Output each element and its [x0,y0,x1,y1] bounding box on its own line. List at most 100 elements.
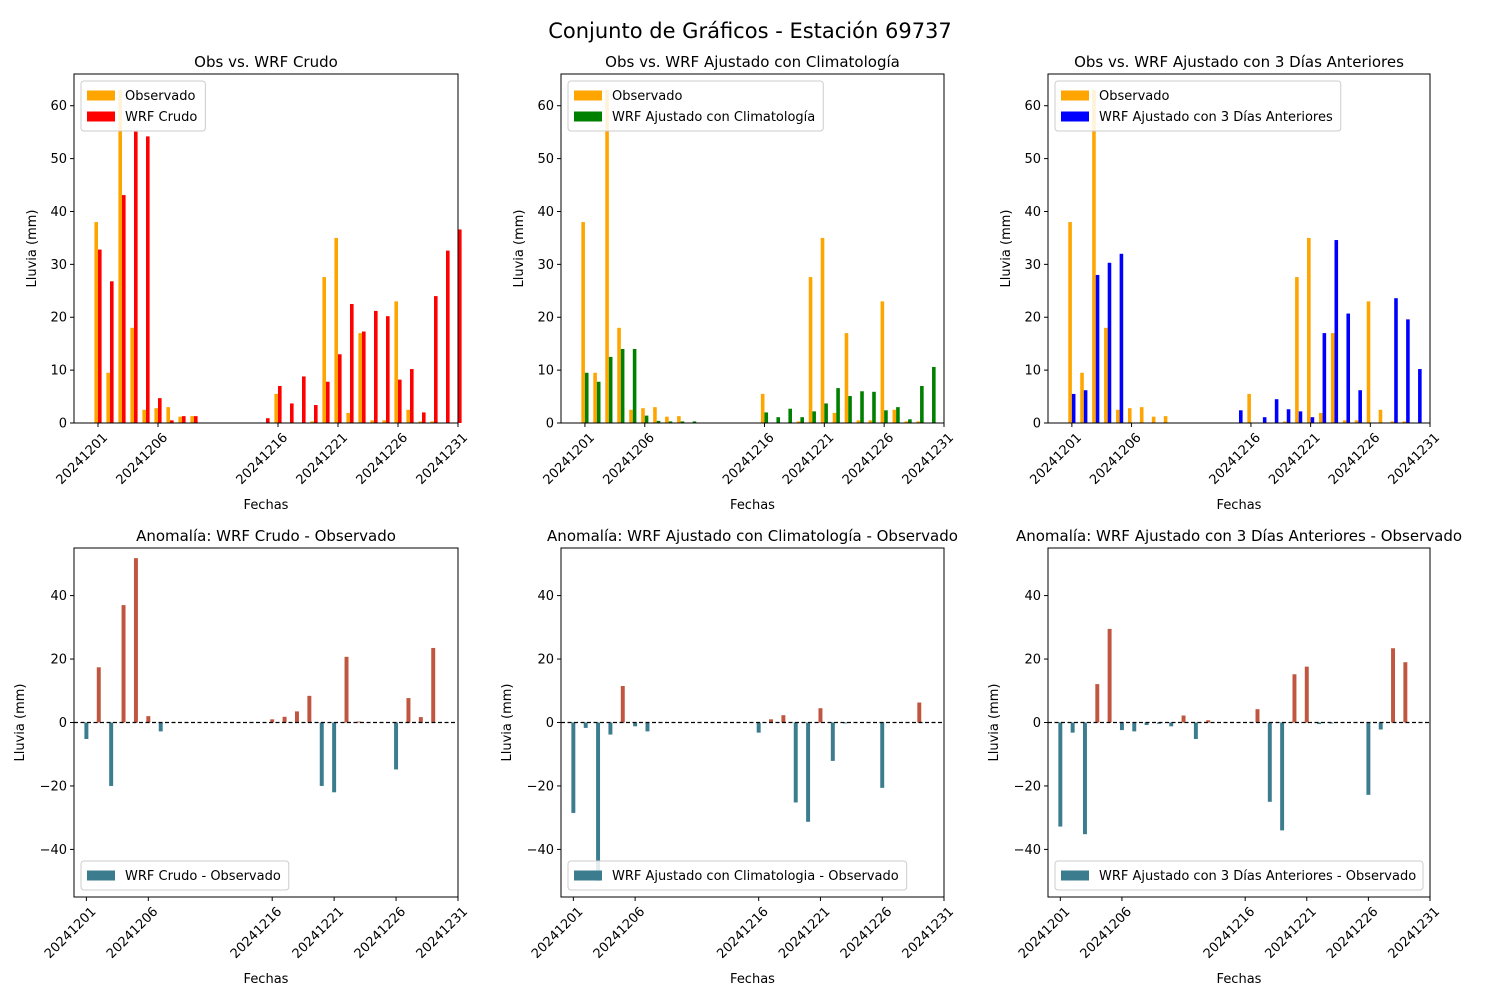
figure-title: Conjunto de Gráficos - Estación 69737 [548,19,952,43]
bar [608,356,613,423]
bar [274,393,278,423]
bar [290,403,294,423]
bar [788,408,792,423]
chart-panel-6: Anomalía: WRF Ajustado con 3 Días Anteri… [987,527,1462,987]
bar [1366,722,1371,795]
bar [142,409,146,423]
legend-swatch [574,111,602,122]
bar [319,722,324,786]
y-tick-label: 10 [1024,364,1041,379]
bar [872,391,876,423]
bar [370,420,374,423]
bar [656,420,661,423]
bar [916,421,921,423]
y-tick-label: 20 [537,311,554,326]
bar [190,416,194,423]
y-tick-label: 20 [1024,653,1041,668]
y-tick-label: 40 [50,205,67,220]
legend-swatch [574,90,602,101]
legend-swatch [1061,90,1089,101]
x-tick-label: 20241216 [234,430,291,487]
x-tick-label: 20241201 [1016,904,1073,961]
panel-title: Anomalía: WRF Ajustado con Climatología … [547,527,958,545]
bar [1354,420,1359,423]
bar [282,716,287,723]
bar [94,222,98,423]
x-tick-label: 20241216 [720,430,777,487]
y-tick-label: 0 [59,417,67,432]
bar [178,416,182,423]
bar [653,407,657,423]
bar [394,722,399,770]
bar [406,409,410,423]
bar [146,136,150,423]
chart-panel-5: Anomalía: WRF Ajustado con Climatología … [500,527,958,987]
bar [1151,416,1156,423]
legend-entry: Observado [612,89,683,104]
bar [1318,412,1323,423]
bar [1058,722,1063,827]
bar [146,716,151,723]
bar [326,381,330,423]
y-tick-label: 40 [50,589,67,604]
x-tick-label: 20241226 [354,430,411,487]
bar [118,89,122,423]
x-tick-label: 20241206 [591,904,648,961]
bar [1378,722,1383,730]
y-tick-label: 0 [1033,716,1041,731]
bar [1274,399,1279,423]
bar [1083,390,1088,423]
bar [1334,240,1339,423]
bar [362,331,366,423]
bar [1082,722,1087,835]
bar [1144,722,1149,726]
bar [1295,277,1299,423]
bar [110,281,114,423]
legend-box [1054,860,1424,891]
bar [1068,222,1072,423]
x-tick-label: 20241226 [1324,904,1381,961]
y-tick-label: 0 [1033,417,1041,432]
bar [605,89,609,423]
bar [645,722,650,732]
axes-frame [73,73,459,424]
bar [166,407,170,423]
bar [154,408,158,423]
bar [932,366,936,423]
x-tick-label: 20241221 [294,430,351,487]
bar [581,222,585,423]
y-axis-label: Lluvia (mm) [500,684,515,762]
bar [1317,722,1322,725]
axes-frame [1047,73,1431,424]
bar [776,417,781,423]
x-tick-label: 20241231 [1386,904,1443,961]
bar [1304,666,1309,723]
bar [596,722,601,882]
panel-title: Anomalía: WRF Crudo - Observado [136,527,396,545]
bar [892,409,897,423]
y-tick-label: −20 [1014,779,1041,794]
bar [314,405,318,423]
bar [756,722,761,733]
y-tick-label: 60 [50,99,67,114]
bar [1283,421,1287,423]
bar [1092,89,1096,423]
bar [904,421,909,423]
bar [1298,411,1303,423]
y-tick-label: 0 [546,417,554,432]
bar [302,376,306,423]
bar [1280,722,1285,831]
legend-entry: WRF Ajustado con Climatología [612,110,815,125]
y-tick-label: 60 [1024,99,1041,114]
bar [1330,333,1335,423]
bar [764,412,769,423]
bar [346,412,350,423]
y-tick-label: 20 [1024,311,1041,326]
bar [98,249,102,423]
bar [194,416,198,423]
bar [344,656,349,723]
bar [434,296,438,423]
legend: WRF Ajustado con 3 Días Anteriores - Obs… [1054,860,1424,891]
x-tick-label: 20241206 [114,430,171,487]
bar [620,348,625,423]
